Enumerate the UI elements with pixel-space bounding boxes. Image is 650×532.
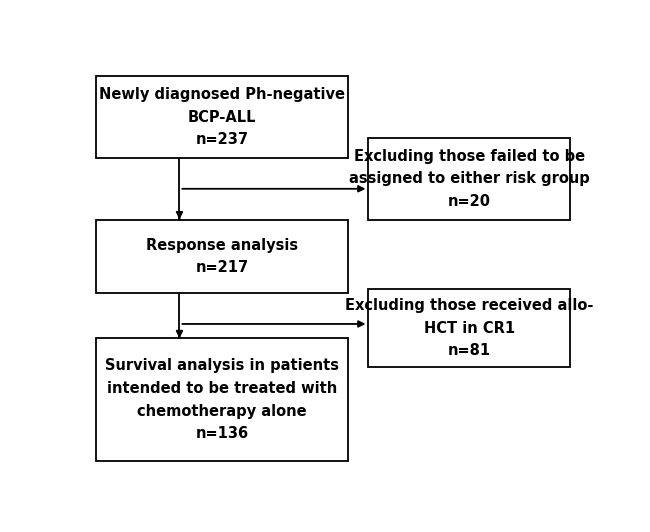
Text: Survival analysis in patients: Survival analysis in patients (105, 359, 339, 373)
Text: Response analysis: Response analysis (146, 238, 298, 253)
Text: HCT in CR1: HCT in CR1 (424, 321, 515, 336)
Text: n=136: n=136 (196, 426, 249, 441)
Text: Excluding those failed to be: Excluding those failed to be (354, 148, 585, 163)
Text: chemotherapy alone: chemotherapy alone (138, 403, 307, 419)
FancyBboxPatch shape (96, 220, 348, 293)
Text: Excluding those received allo-: Excluding those received allo- (345, 298, 593, 313)
Text: n=217: n=217 (196, 260, 249, 275)
Text: assigned to either risk group: assigned to either risk group (349, 171, 590, 186)
Text: intended to be treated with: intended to be treated with (107, 381, 337, 396)
Text: n=237: n=237 (196, 132, 249, 147)
Text: Newly diagnosed Ph-negative: Newly diagnosed Ph-negative (99, 87, 345, 102)
FancyBboxPatch shape (96, 338, 348, 461)
Text: BCP-ALL: BCP-ALL (188, 110, 257, 124)
Text: n=20: n=20 (448, 194, 491, 209)
FancyBboxPatch shape (96, 76, 348, 158)
FancyBboxPatch shape (369, 289, 570, 367)
Text: n=81: n=81 (448, 343, 491, 358)
FancyBboxPatch shape (369, 138, 570, 220)
